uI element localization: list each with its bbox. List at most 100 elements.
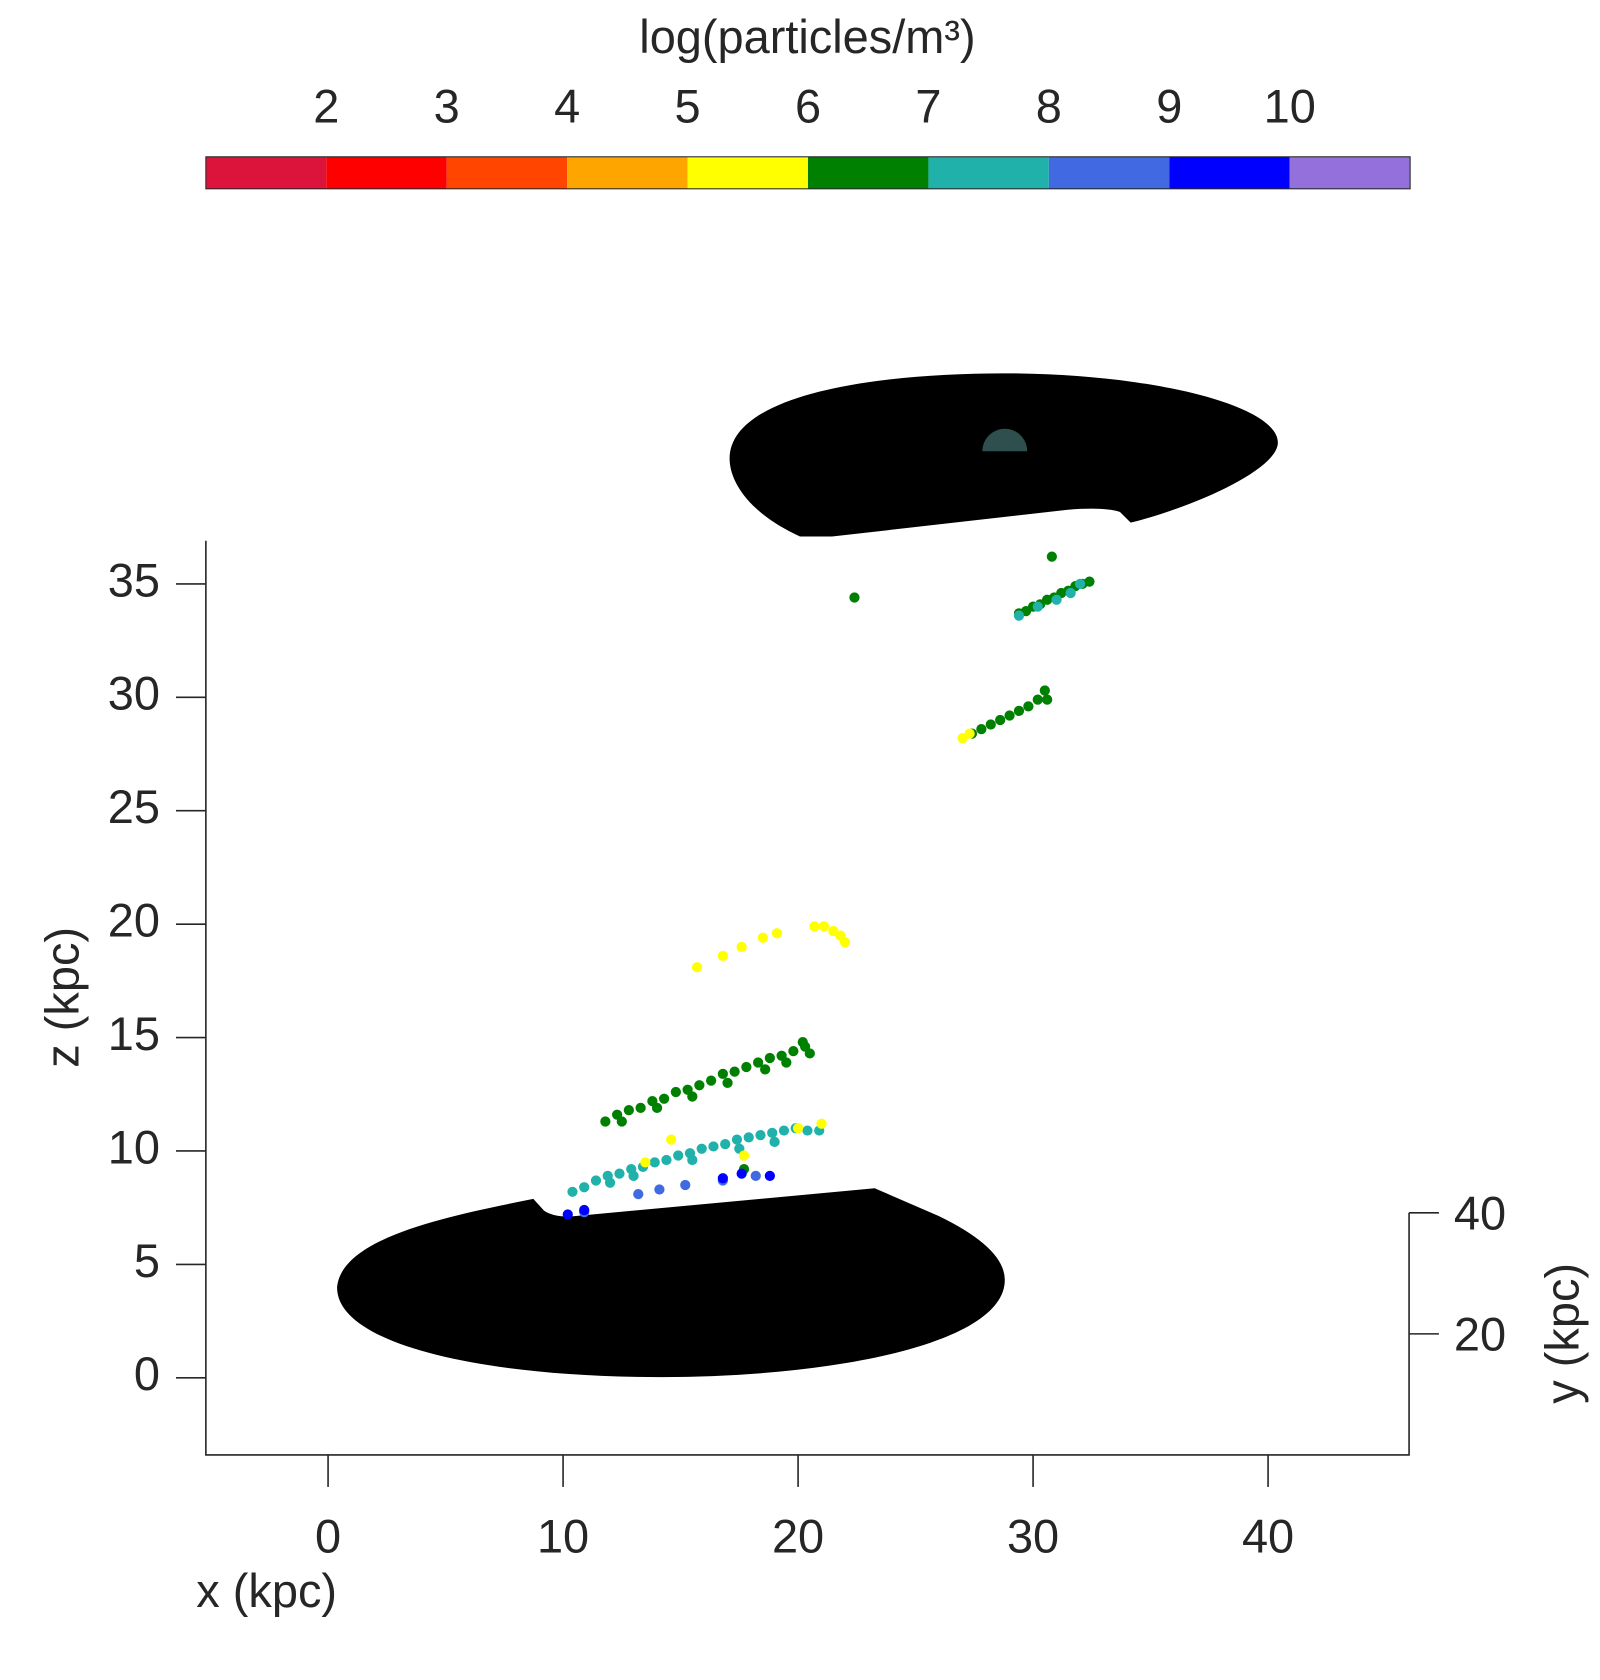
particle [670,1086,681,1098]
particle [616,1116,627,1127]
galaxy-disk [729,373,1278,537]
z-tick-label: 5 [134,1235,160,1287]
colorbar-swatch [205,156,327,189]
particle [614,1168,625,1179]
particle [1042,694,1053,705]
colorbar-tick-label: 6 [795,80,821,132]
x-tick-label: 0 [315,1511,341,1563]
particle [687,1091,698,1102]
particle [691,962,703,973]
particle [1046,551,1057,562]
colorbar-tick-label: 7 [915,80,941,132]
particle [797,1036,808,1048]
particle [771,928,783,939]
colorbar-swatch [1048,156,1170,189]
particle [731,1134,743,1145]
z-axis-label: z (kpc) [37,927,89,1068]
particle [654,1184,665,1195]
particle [1084,576,1095,587]
particle [741,1061,752,1073]
particle [666,1134,677,1145]
z-tick-label: 15 [108,1008,160,1060]
particle [764,1052,775,1064]
colorbar-swatch [808,156,929,189]
particle [736,1168,747,1179]
particle [1004,710,1015,721]
colorbar-tick-label: 2 [313,80,339,132]
particle [635,1102,646,1114]
particle [705,1075,717,1086]
particle [717,950,728,962]
particle [778,1125,790,1136]
particle [1074,578,1086,590]
particle [1065,587,1076,599]
colorbar-tick-label: 8 [1036,80,1062,132]
particle [680,1179,691,1191]
particle [623,1105,634,1116]
colorbar-swatch [1169,156,1290,189]
x-tick-label: 30 [1007,1511,1059,1563]
particle [976,723,987,735]
x-tick-label: 20 [772,1511,824,1563]
particle [985,719,996,730]
colorbar-tick-label: 3 [434,80,460,132]
particle [1023,701,1034,712]
particle [849,592,860,603]
particle [1051,594,1062,605]
particle [964,728,975,739]
particle [633,1188,644,1200]
particle [736,941,747,952]
particle [752,1057,764,1068]
particle [804,1048,815,1059]
particle [743,1132,754,1143]
particle [579,1182,590,1193]
z-tick-label: 25 [108,781,160,833]
colorbar-swatch [446,156,568,189]
particle [1013,705,1025,717]
z-tick-label: 10 [108,1121,160,1173]
colorbar-tick-label: 9 [1156,80,1182,132]
z-tick-label: 0 [134,1348,160,1400]
particle [767,1127,778,1138]
particle [722,1077,733,1089]
particle [839,937,851,948]
x-axis-label: x (kpc) [196,1565,337,1617]
particle [717,1173,728,1184]
particle [1039,685,1050,696]
y-tick-label: 40 [1454,1187,1506,1239]
colorbar-tick-label: 10 [1264,80,1316,132]
particle [640,1157,651,1168]
particle [600,1116,611,1127]
x-tick-label: 10 [537,1511,589,1563]
particle [1013,610,1025,621]
particle [792,1123,804,1134]
particle [590,1175,602,1186]
particle [604,1177,616,1188]
particle [818,921,830,932]
particle [717,1068,728,1079]
colorbar-swatch [1289,156,1411,189]
particle [694,1080,705,1091]
z-tick-label: 35 [108,554,160,606]
particle [995,714,1006,726]
particle [628,1170,639,1182]
particle [755,1129,766,1141]
particle [757,932,768,943]
z-tick-label: 20 [108,895,160,947]
particle [687,1154,698,1166]
particle [696,1143,707,1154]
colorbar-swatch [326,156,447,189]
particle [750,1170,761,1182]
particle [658,1093,670,1104]
colorbar-label: log(particles/m³) [639,11,975,63]
y-axis-label: y (kpc) [1536,1263,1588,1404]
particle [708,1141,719,1152]
particle [562,1209,573,1220]
particle [809,921,820,932]
particle [738,1150,750,1161]
z-tick-label: 30 [108,668,160,720]
colorbar-swatch [928,156,1049,189]
particle [802,1125,813,1136]
colorbar-frame [205,156,1411,190]
